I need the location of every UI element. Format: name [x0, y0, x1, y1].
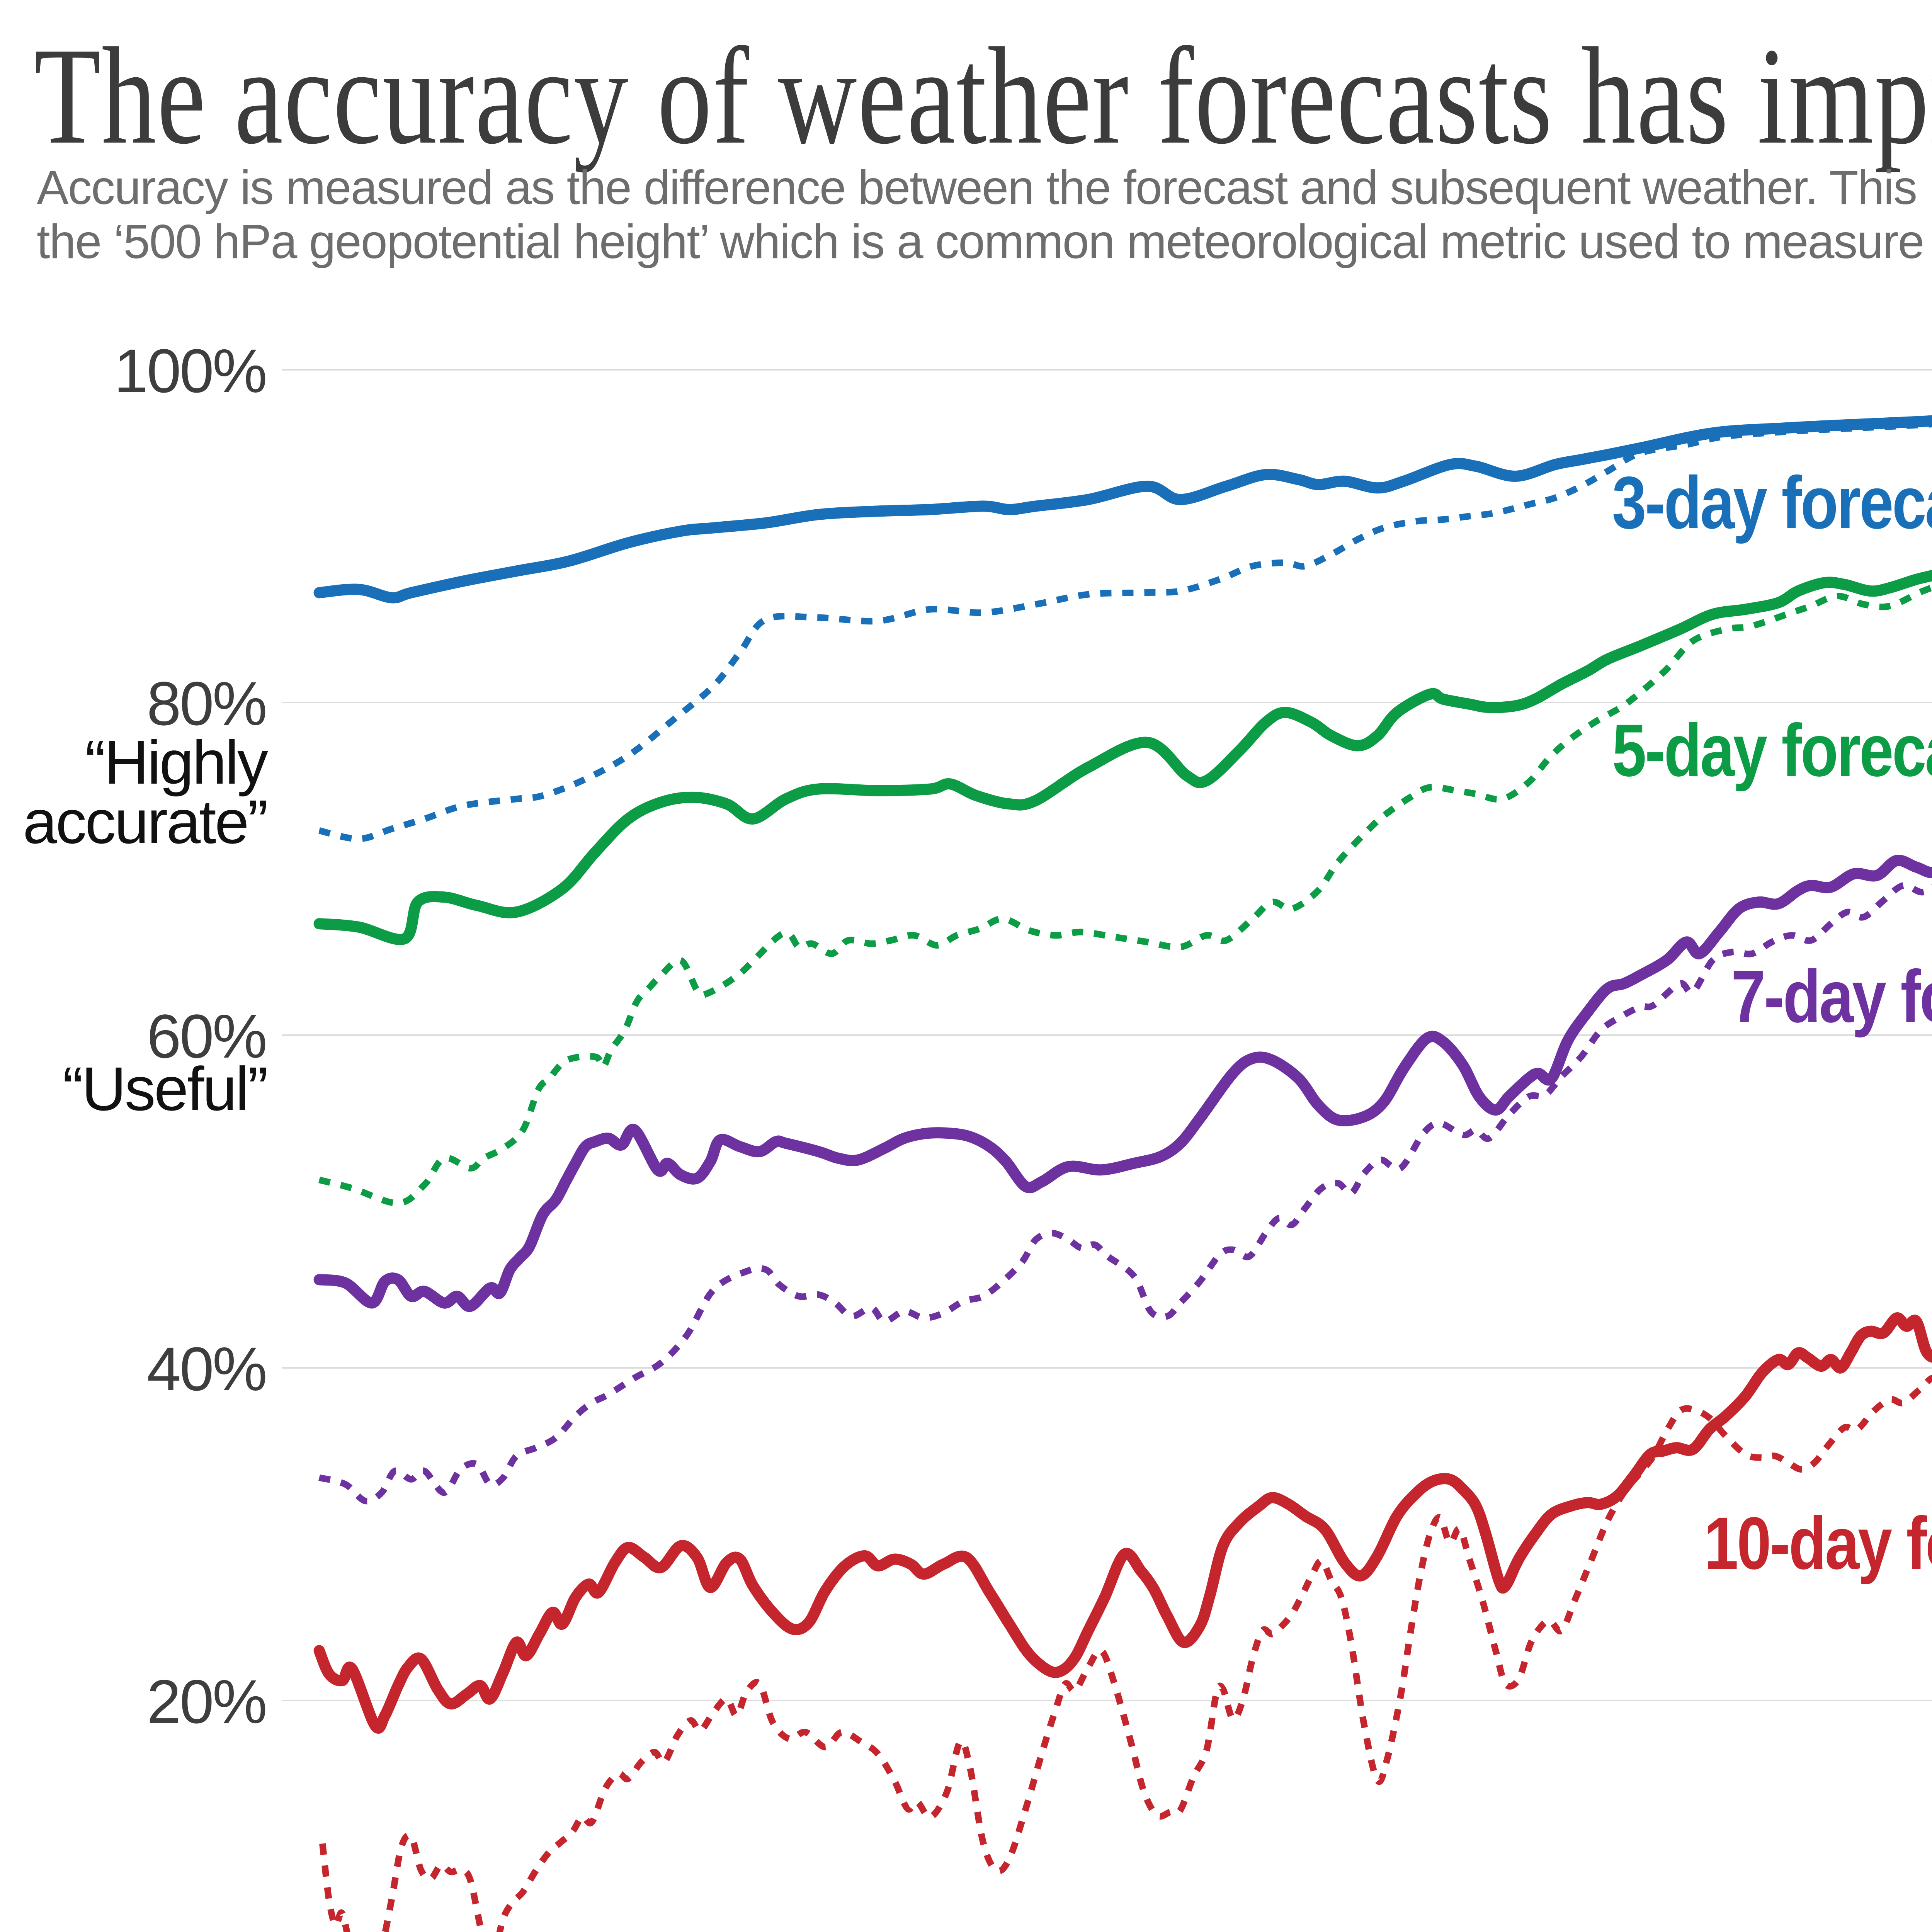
svg-text:“Useful”: “Useful” — [63, 1054, 267, 1123]
svg-text:“Highly: “Highly — [85, 728, 268, 797]
svg-text:60%: 60% — [147, 1002, 266, 1071]
svg-text:7-day forecast: 7-day forecast — [1731, 955, 1932, 1038]
svg-text:80%: 80% — [147, 669, 266, 738]
svg-text:100%: 100% — [114, 336, 266, 405]
svg-text:40%: 40% — [147, 1334, 266, 1403]
svg-text:20%: 20% — [147, 1667, 266, 1736]
svg-text:Accuracy is measured as the di: Accuracy is measured as the difference b… — [37, 161, 1932, 214]
svg-text:accurate”: accurate” — [23, 787, 267, 856]
svg-text:10-day forecast: 10-day forecast — [1704, 1502, 1932, 1585]
svg-text:3-day forecast: 3-day forecast — [1612, 461, 1932, 544]
svg-text:The accuracy of weather foreca: The accuracy of weather forecasts has im… — [34, 19, 1932, 173]
svg-text:5-day forecast: 5-day forecast — [1612, 709, 1932, 792]
svg-text:the ‘500 hPa geopotential heig: the ‘500 hPa geopotential height’ which … — [37, 215, 1932, 269]
